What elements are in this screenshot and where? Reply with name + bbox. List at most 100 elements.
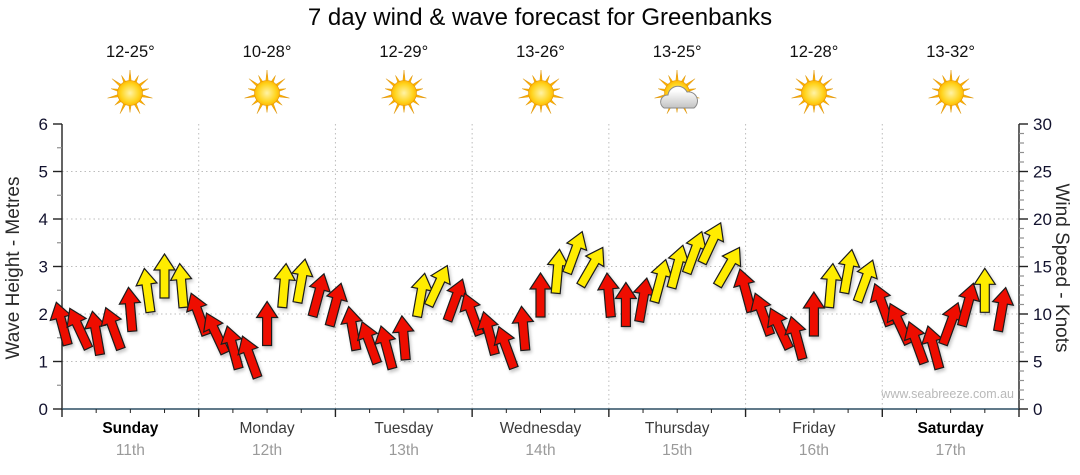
wind-speed-tick-label: 0 (1033, 400, 1042, 419)
wind-arrow (118, 286, 142, 333)
wave-height-tick-label: 3 (39, 258, 48, 277)
wind-arrow (255, 300, 279, 347)
day-date: 16th (798, 442, 829, 459)
day-date: 13th (388, 442, 419, 459)
cloud-icon (660, 85, 699, 109)
day-name: Tuesday (374, 420, 434, 437)
wind-arrow (374, 324, 398, 371)
wind-arrow (220, 324, 244, 371)
day-date: 12th (251, 442, 283, 459)
sun-icon (381, 69, 427, 114)
wind-arrow (938, 301, 964, 347)
wind-arrow (991, 286, 1015, 333)
page-title: 7 day wind & wave forecast for Greenbank… (307, 4, 773, 31)
temperature-range-label: 10-28° (242, 43, 292, 61)
wind-arrow (837, 248, 861, 295)
day-column-tuesday: 12-29° (335, 40, 472, 132)
day-axis-label-tuesday: Tuesday 13th (335, 419, 472, 461)
wind-arrow (511, 305, 535, 352)
day-name: Thursday (644, 420, 710, 437)
day-axis-label-sunday: Sunday 11th (62, 419, 199, 461)
wind-speed-tick-label: 30 (1033, 115, 1052, 134)
wind-arrow (340, 305, 363, 352)
wind-arrow (324, 282, 349, 328)
wind-arrow (802, 290, 826, 337)
wind-speed-tick-label: 5 (1033, 353, 1042, 372)
wind-arrow (442, 278, 468, 323)
day-column-monday: 10-28° (199, 40, 336, 132)
temperature-range-label: 12-29° (379, 43, 429, 61)
wave-height-tick-label: 0 (39, 400, 48, 419)
sun-icon (928, 69, 974, 114)
wind-arrow (493, 325, 519, 371)
wind-arrow (423, 264, 451, 309)
wind-arrow (546, 248, 570, 295)
day-name: Saturday (917, 420, 984, 437)
wave-height-tick-label: 6 (39, 115, 48, 134)
temperature-range-label: 12-25° (105, 43, 155, 61)
wind-arrow (100, 306, 126, 352)
wave-height-axis-label: Wave Height - Metres (3, 176, 24, 360)
wind-arrow (83, 310, 107, 357)
wind-arrow (307, 272, 331, 319)
wind-arrow (169, 262, 193, 309)
sun-icon (244, 69, 290, 114)
wind-speed-tick-label: 25 (1033, 163, 1052, 182)
wind-arrow (819, 262, 844, 309)
wave-height-tick-label: 4 (39, 210, 48, 229)
wind-arrow (562, 230, 588, 276)
wind-arrow (576, 246, 605, 289)
day-column-thursday: 13-25° (609, 40, 746, 132)
wind-arrow (356, 320, 383, 366)
wave-height-tick-label: 1 (39, 353, 48, 372)
wind-arrow (920, 324, 945, 371)
day-date: 14th (525, 442, 556, 459)
temperature-range-label: 13-32° (926, 43, 976, 61)
day-column-wednesday: 13-26° (472, 40, 609, 132)
wind-arrow (632, 277, 656, 323)
day-name: Monday (239, 420, 295, 437)
wind-arrow (528, 271, 553, 318)
wind-speed-tick-label: 20 (1033, 210, 1052, 229)
wind-arrow (903, 320, 930, 366)
day-date: 17th (935, 442, 966, 459)
day-axis-label-monday: Monday 12th (199, 419, 336, 461)
day-column-sunday: 12-25° (62, 40, 199, 132)
wind-arrow (135, 267, 159, 314)
day-name: Sunday (102, 420, 159, 437)
sun-icon (518, 69, 563, 114)
wind-arrow (649, 258, 673, 304)
wind-speed-tick-label: 15 (1033, 258, 1052, 277)
day-name: Friday (792, 420, 836, 437)
wind-arrow (666, 244, 690, 290)
temperature-range-label: 13-25° (652, 43, 702, 61)
wind-arrow (273, 262, 297, 309)
day-column-saturday: 13-32° (882, 40, 1019, 132)
wind-arrow (290, 258, 314, 304)
wind-arrow (956, 282, 981, 328)
wind-arrow (152, 252, 177, 299)
wind-arrow (614, 281, 638, 328)
wind-arrow (766, 307, 794, 351)
sun-icon (791, 69, 837, 114)
wind-arrow (681, 230, 708, 276)
wave-height-tick-label: 5 (39, 163, 48, 182)
sun-icon (107, 69, 153, 114)
wind-arrow (697, 221, 725, 266)
wind-arrow (596, 271, 620, 318)
day-axis-label-thursday: Thursday 15th (609, 419, 746, 461)
wind-arrow (49, 301, 73, 347)
day-axis-label-wednesday: Wednesday 14th (472, 419, 609, 461)
temperature-range-label: 13-26° (516, 43, 565, 61)
day-axis-label-friday: Friday 16th (745, 419, 882, 461)
wind-arrow (410, 272, 434, 319)
sun-cloud-icon (654, 69, 700, 114)
wind-arrow (712, 246, 742, 289)
wind-speed-axis-label: Wind Speed - Knots (1051, 183, 1072, 353)
watermark: www.seabreeze.com.au (881, 387, 1014, 401)
day-axis-label-saturday: Saturday 17th (882, 419, 1019, 461)
wind-arrow (237, 335, 263, 380)
wind-arrow (476, 310, 500, 357)
